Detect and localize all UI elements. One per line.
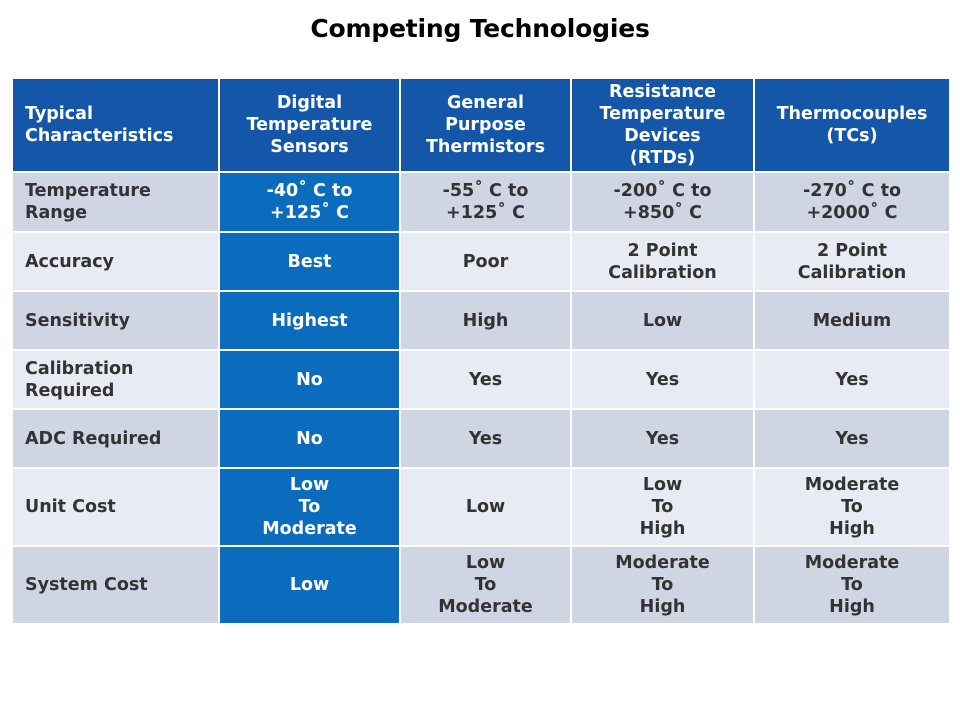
cell-thermistor: Low [399, 467, 572, 547]
cell-rtd: 2 Point Calibration [570, 231, 755, 292]
cell-rtd: Low [570, 290, 755, 351]
table-row-accuracy: Accuracy Best Poor 2 Point Calibration 2… [11, 231, 951, 292]
cell-thermocouple: -270˚ C to +2000˚ C [753, 171, 951, 233]
row-label: Unit Cost [11, 467, 220, 547]
cell-rtd: Moderate To High [570, 545, 755, 625]
table-row-sensitivity: Sensitivity Highest High Low Medium [11, 290, 951, 351]
cell-thermistor: Poor [399, 231, 572, 292]
table-row-system-cost: System Cost Low Low To Moderate Moderate… [11, 545, 951, 625]
table-row-adc-required: ADC Required No Yes Yes Yes [11, 408, 951, 469]
cell-rtd: Low To High [570, 467, 755, 547]
cell-rtd: Yes [570, 408, 755, 469]
cell-thermocouple: Moderate To High [753, 545, 951, 625]
row-label: Temperature Range [11, 171, 220, 233]
table-row-temperature-range: Temperature Range -40˚ C to +125˚ C -55˚… [11, 171, 951, 233]
cell-digital: Best [218, 231, 401, 292]
header-digital-sensors: Digital Temperature Sensors [218, 77, 401, 173]
cell-digital: Low To Moderate [218, 467, 401, 547]
cell-thermocouple: Moderate To High [753, 467, 951, 547]
table-header-row: Typical Characteristics Digital Temperat… [11, 77, 951, 173]
cell-digital: Low [218, 545, 401, 625]
cell-thermistor: Yes [399, 408, 572, 469]
cell-digital: No [218, 408, 401, 469]
cell-thermistor: High [399, 290, 572, 351]
cell-thermistor: Yes [399, 349, 572, 410]
row-label: Calibration Required [11, 349, 220, 410]
slide-title: Competing Technologies [310, 14, 650, 43]
cell-thermocouple: Yes [753, 408, 951, 469]
row-label: System Cost [11, 545, 220, 625]
cell-rtd: Yes [570, 349, 755, 410]
cell-digital: No [218, 349, 401, 410]
header-rtds: Resistance Temperature Devices (RTDs) [570, 77, 755, 173]
comparison-table: Typical Characteristics Digital Temperat… [11, 77, 951, 625]
header-thermocouples: Thermocouples (TCs) [753, 77, 951, 173]
table-row-unit-cost: Unit Cost Low To Moderate Low Low To Hig… [11, 467, 951, 547]
cell-digital: -40˚ C to +125˚ C [218, 171, 401, 233]
cell-thermistor: -55˚ C to +125˚ C [399, 171, 572, 233]
cell-thermocouple: 2 Point Calibration [753, 231, 951, 292]
row-label: Accuracy [11, 231, 220, 292]
cell-rtd: -200˚ C to +850˚ C [570, 171, 755, 233]
cell-thermocouple: Yes [753, 349, 951, 410]
cell-digital: Highest [218, 290, 401, 351]
header-thermistors: General Purpose Thermistors [399, 77, 572, 173]
row-label: ADC Required [11, 408, 220, 469]
cell-thermocouple: Medium [753, 290, 951, 351]
row-label: Sensitivity [11, 290, 220, 351]
table-row-calibration-required: Calibration Required No Yes Yes Yes [11, 349, 951, 410]
header-characteristics: Typical Characteristics [11, 77, 220, 173]
cell-thermistor: Low To Moderate [399, 545, 572, 625]
